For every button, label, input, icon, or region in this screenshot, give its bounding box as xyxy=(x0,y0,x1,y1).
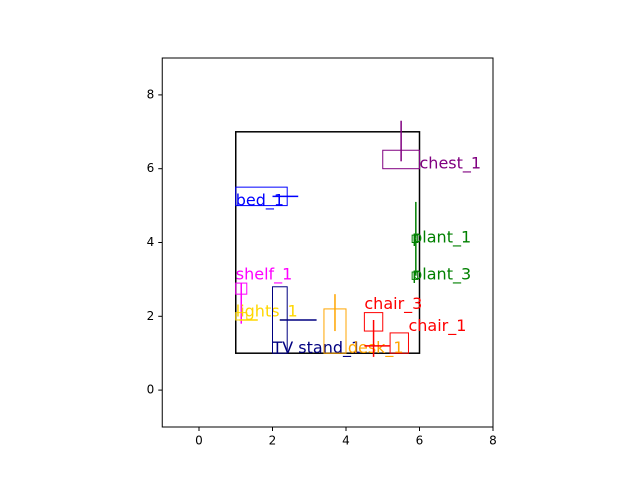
object-label: plant_1 xyxy=(412,228,471,248)
object-label: chair_3 xyxy=(364,294,422,314)
y-tick-label: 6 xyxy=(147,161,155,175)
x-tick-label: 6 xyxy=(416,434,424,448)
y-tick-label: 2 xyxy=(147,309,155,323)
object-label: bed_1 xyxy=(236,191,284,211)
x-tick-label: 2 xyxy=(269,434,277,448)
y-tick-label: 4 xyxy=(147,235,155,249)
object-label: lights_1 xyxy=(236,301,298,321)
object-label: chair_1 xyxy=(408,316,466,336)
object-box xyxy=(389,332,409,354)
y-tick-label: 8 xyxy=(147,87,155,101)
object-box xyxy=(411,271,419,280)
object-box xyxy=(411,234,419,243)
object-label: shelf_1 xyxy=(236,264,293,284)
object-label: desk_1 xyxy=(348,338,404,358)
x-tick-label: 0 xyxy=(195,434,203,448)
x-tick-label: 4 xyxy=(342,434,350,448)
y-tick-label: 0 xyxy=(147,383,155,397)
object-label: plant_3 xyxy=(412,264,471,284)
x-tick-label: 8 xyxy=(489,434,497,448)
object-label: chest_1 xyxy=(420,154,482,174)
